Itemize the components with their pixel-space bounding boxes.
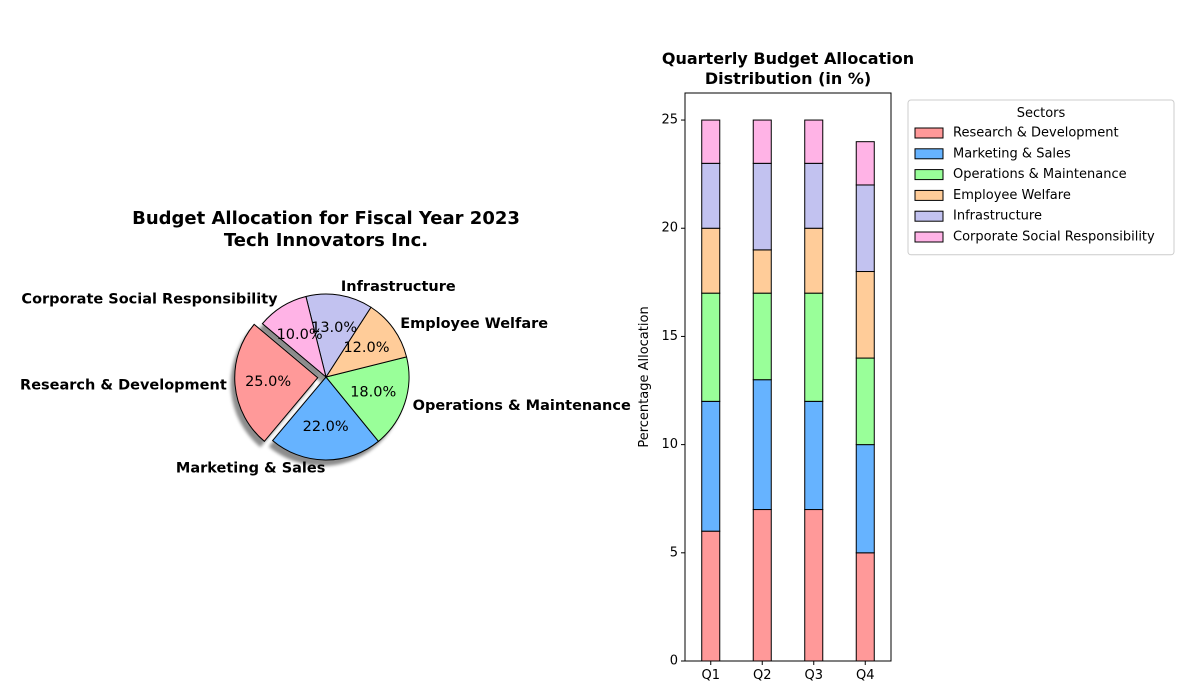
- bar-legend: Sectors Research & Development Marketing &…: [907, 99, 1175, 256]
- legend-swatch-research-and-development: [914, 127, 944, 139]
- pie-slice-infrastructure: [305, 293, 372, 379]
- bar-operations-and-maintenance-q2: [752, 292, 772, 381]
- legend-label-corporate-social-responsibility: Corporate Social Responsibility: [953, 230, 1155, 245]
- pie-pct-corporate-social-responsibility: 10.0%: [277, 327, 323, 343]
- bar-operations-and-maintenance-q1: [701, 292, 721, 402]
- y-tick-label: 5: [670, 545, 678, 560]
- pie-pct-research-and-development: 25.0%: [245, 374, 291, 390]
- legend-title: Sectors: [1017, 106, 1066, 121]
- y-tick-label: 10: [661, 437, 678, 452]
- bar-employee-welfare-q2: [752, 249, 772, 294]
- x-tick-label-q3: Q3: [804, 668, 823, 683]
- pie-pct-employee-welfare: 12.0%: [343, 340, 389, 356]
- legend-label-employee-welfare: Employee Welfare: [953, 188, 1071, 203]
- pie-label-employee-welfare: Employee Welfare: [400, 316, 548, 332]
- pie-label-research-and-development: Research & Development: [20, 378, 227, 394]
- y-tick-label: 25: [661, 113, 678, 128]
- pie-pct-infrastructure: 13.0%: [311, 320, 357, 336]
- y-tick-label: 20: [661, 221, 678, 236]
- bar-research-and-development-q1: [701, 530, 721, 662]
- pie-slice-marketing-and-sales: [271, 376, 380, 461]
- pie-label-operations-and-maintenance: Operations & Maintenance: [413, 398, 631, 414]
- pie-slice-corporate-social-responsibility: [261, 295, 327, 379]
- legend-label-research-and-development: Research & Development: [953, 126, 1119, 141]
- bar-infrastructure-q3: [804, 162, 824, 229]
- legend-frame: [907, 99, 1175, 256]
- pie-labels: Research & Development 25.0% Marketing & S…: [20, 279, 631, 476]
- bar-operations-and-maintenance-q3: [804, 292, 824, 402]
- bar-operations-and-maintenance-q4: [855, 357, 875, 446]
- x-tick-label-q4: Q4: [856, 668, 875, 683]
- pie-slice-research-and-development: [234, 323, 319, 443]
- legend-label-marketing-and-sales: Marketing & Sales: [953, 146, 1071, 161]
- x-tick-label-q2: Q2: [753, 668, 772, 683]
- pie-chart: Budget Allocation for Fiscal Year 2023 Te…: [20, 208, 631, 476]
- pie-label-marketing-and-sales: Marketing & Sales: [176, 460, 325, 476]
- pie-slice-operations-and-maintenance: [325, 356, 410, 443]
- legend-swatch-employee-welfare: [914, 189, 944, 201]
- bar-y-axis-label: Percentage Allocation: [637, 306, 652, 447]
- bar-employee-welfare-q4: [855, 271, 875, 359]
- bar-infrastructure-q4: [855, 184, 875, 273]
- bar-axes: 0 5 10 15 20 25 Q1 Q2 Q3 Q4: [661, 92, 892, 683]
- bar-employee-welfare-q1: [701, 227, 721, 294]
- pie-label-corporate-social-responsibility: Corporate Social Responsibility: [21, 292, 278, 308]
- pie-pct-marketing-and-sales: 22.0%: [303, 419, 349, 435]
- pie-slice-employee-welfare: [324, 306, 408, 378]
- bar-chart: Quarterly Budget Allocation Distribution …: [637, 49, 1175, 683]
- bar-marketing-and-sales-q3: [804, 400, 824, 511]
- legend-swatch-operations-and-maintenance: [914, 169, 944, 181]
- bar-corporate-social-responsibility-q3: [804, 119, 824, 164]
- pie-label-infrastructure: Infrastructure: [341, 279, 456, 295]
- bar-plot-frame: [684, 92, 892, 662]
- bar-corporate-social-responsibility-q2: [752, 119, 772, 164]
- pie-slices: [230, 293, 410, 467]
- legend-label-operations-and-maintenance: Operations & Maintenance: [953, 167, 1127, 182]
- pie-slice-layer: [234, 293, 410, 461]
- bar-marketing-and-sales-q2: [752, 379, 772, 511]
- legend-swatch-corporate-social-responsibility: [914, 231, 944, 243]
- bar-infrastructure-q2: [752, 162, 772, 251]
- bar-infrastructure-q1: [701, 162, 721, 229]
- bar-corporate-social-responsibility-q4: [855, 141, 875, 186]
- bar-marketing-and-sales-q4: [855, 444, 875, 554]
- bar-employee-welfare-q3: [804, 227, 824, 294]
- bar-research-and-development-q2: [752, 509, 772, 662]
- bar-marketing-and-sales-q1: [701, 400, 721, 532]
- legend-label-infrastructure: Infrastructure: [953, 209, 1042, 224]
- bar-research-and-development-q3: [804, 509, 824, 662]
- y-tick-label: 0: [670, 654, 678, 669]
- pie-title: Budget Allocation for Fiscal Year 2023 Te…: [132, 208, 520, 251]
- x-tick-label-q1: Q1: [701, 668, 720, 683]
- pie-pct-operations-and-maintenance: 18.0%: [350, 385, 396, 401]
- legend-swatch-marketing-and-sales: [914, 148, 944, 160]
- bar-title: Quarterly Budget Allocation Distribution …: [662, 49, 914, 88]
- bar-corporate-social-responsibility-q1: [701, 119, 721, 164]
- y-tick-label: 15: [661, 329, 678, 344]
- legend-swatch-infrastructure: [914, 210, 944, 222]
- bar-research-and-development-q4: [855, 552, 875, 662]
- bar-rects: [701, 119, 875, 662]
